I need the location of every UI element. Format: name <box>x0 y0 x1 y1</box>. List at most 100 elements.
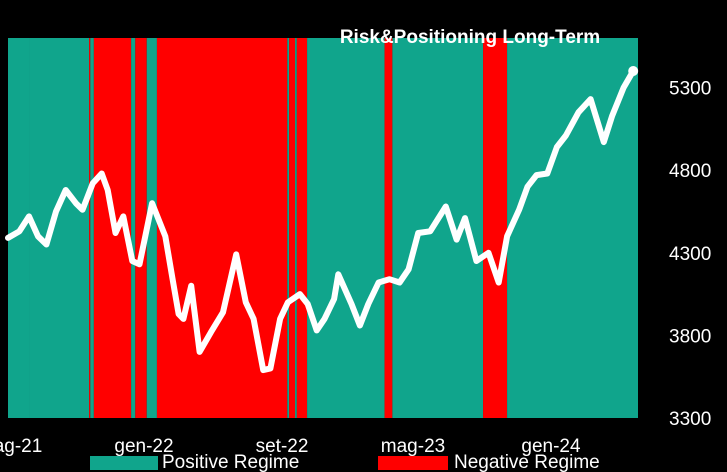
price-point <box>443 204 449 209</box>
price-point <box>53 209 59 214</box>
legend-label-negative: Negative Regime <box>454 452 600 472</box>
price-point <box>35 233 41 239</box>
x-tick-label: gen-22 <box>114 436 173 457</box>
price-point <box>220 309 226 315</box>
x-axis-ticks: ag-21 gen-22 set-22 mag-23 gen-24 <box>0 436 581 457</box>
price-point <box>473 258 479 264</box>
price-point <box>180 316 186 322</box>
price-point <box>331 296 337 302</box>
regime-band-positive <box>307 38 385 418</box>
price-point <box>534 172 539 178</box>
price-point <box>197 349 203 355</box>
price-point <box>397 280 403 285</box>
price-point <box>554 144 560 150</box>
x-tick-label: mag-23 <box>381 436 445 457</box>
price-point <box>588 96 594 102</box>
price-point <box>297 291 303 297</box>
price-point <box>188 283 194 289</box>
price-point <box>99 171 105 176</box>
price-point <box>305 301 311 307</box>
y-axis-ticks: 3300 3800 4300 4800 5300 <box>669 79 711 430</box>
price-point <box>137 261 142 267</box>
legend-swatch-positive <box>90 456 158 470</box>
price-point <box>601 139 607 145</box>
price-point <box>609 113 615 119</box>
price-point <box>621 85 627 91</box>
price-point <box>208 329 214 335</box>
price-point <box>314 327 320 333</box>
y-tick-label: 4300 <box>669 244 711 265</box>
price-point <box>322 316 327 322</box>
x-tick-label: ag-21 <box>0 436 42 457</box>
price-point <box>544 171 550 176</box>
price-point <box>277 316 283 322</box>
price-line-layer <box>5 66 639 374</box>
price-point <box>170 276 176 282</box>
price-point <box>113 230 118 236</box>
price-point <box>176 311 182 317</box>
price-point <box>576 109 581 115</box>
price-point <box>16 228 22 234</box>
y-tick-label: 3300 <box>669 409 711 430</box>
regime-band-negative <box>483 38 508 418</box>
price-point <box>243 299 249 305</box>
price-point <box>563 133 569 138</box>
price-point <box>80 207 85 213</box>
price-point <box>349 301 354 307</box>
regime-bands <box>8 38 638 418</box>
price-point <box>357 323 363 328</box>
regime-band-negative <box>89 38 91 418</box>
price-point <box>516 207 522 213</box>
price-last-point <box>628 66 639 76</box>
price-point <box>386 276 392 282</box>
regime-band-positive <box>295 38 297 418</box>
price-point <box>63 187 69 193</box>
legend: Positive Regime Negative Regime <box>90 452 600 472</box>
regime-band-negative <box>289 38 296 418</box>
price-point <box>105 187 111 193</box>
legend-swatch-negative <box>378 456 448 470</box>
regime-band-positive <box>146 38 157 418</box>
price-point <box>462 215 468 221</box>
price-point <box>73 200 79 206</box>
x-tick-label: gen-24 <box>521 436 581 457</box>
price-point <box>90 180 96 186</box>
price-point <box>427 228 433 234</box>
price-point <box>335 271 341 277</box>
price-point <box>267 365 273 371</box>
price-point <box>285 299 291 305</box>
price-point <box>149 200 155 206</box>
price-point <box>496 280 502 285</box>
regime-band-negative <box>156 38 288 418</box>
regime-band-negative <box>135 38 147 418</box>
price-line <box>5 68 637 374</box>
chart-title: Risk&Positioning Long-Term <box>340 27 600 48</box>
price-point <box>26 213 32 219</box>
regime-band-positive <box>29 38 90 418</box>
price-point <box>251 316 257 322</box>
price-point <box>504 233 510 239</box>
regime-band-positive <box>90 38 94 418</box>
price-point <box>376 280 382 285</box>
price-point <box>120 213 126 219</box>
y-tick-label: 5300 <box>669 79 711 100</box>
regime-band-negative <box>296 38 308 418</box>
y-tick-label: 3800 <box>669 326 711 347</box>
y-tick-label: 4800 <box>669 161 711 182</box>
x-tick-label: set-22 <box>256 436 309 457</box>
price-point <box>525 184 530 190</box>
regime-band-negative <box>384 38 393 418</box>
price-point <box>365 301 371 307</box>
price-point <box>454 237 460 243</box>
price-point <box>43 242 49 247</box>
regime-band-positive <box>131 38 136 418</box>
price-point <box>486 250 491 256</box>
price-point <box>415 230 421 236</box>
price-point <box>260 367 266 373</box>
price-point <box>162 233 168 239</box>
price-point <box>406 266 412 272</box>
legend-label-positive: Positive Regime <box>162 452 299 472</box>
price-point <box>233 251 239 257</box>
price-point <box>5 235 11 241</box>
